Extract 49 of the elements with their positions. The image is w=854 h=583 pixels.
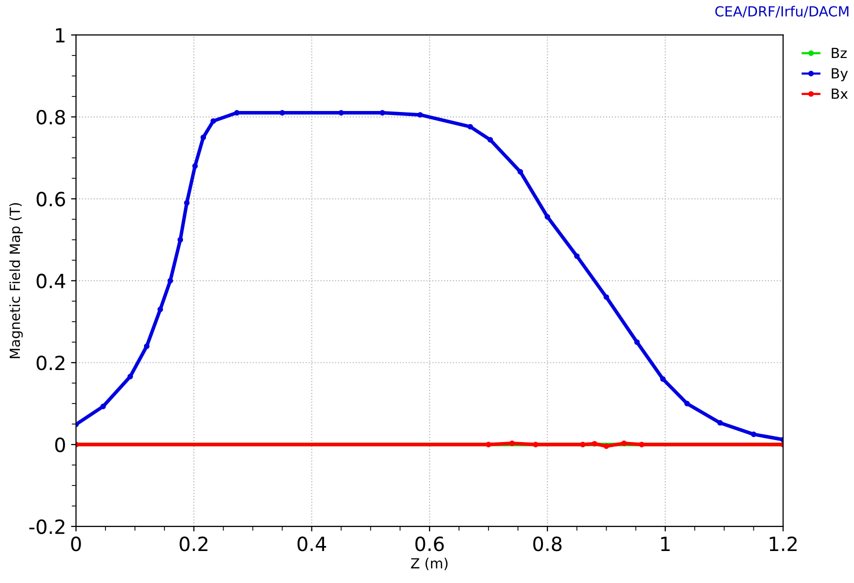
- y-tick-label: 0.2: [36, 356, 64, 370]
- point: [200, 134, 206, 140]
- point: [487, 137, 494, 143]
- point: [660, 376, 666, 382]
- y-tick-label: 0.8: [36, 110, 65, 125]
- legend-label: Bx: [832, 88, 848, 99]
- y-axis-title: Magnetic Field Map (T): [9, 203, 23, 358]
- point: [380, 110, 386, 116]
- point: [518, 168, 524, 175]
- x-axis-title: Z (m): [411, 558, 448, 570]
- x-tick-label: 0.2: [180, 536, 208, 552]
- point: [574, 253, 580, 259]
- legend-label: Bz: [832, 48, 847, 58]
- point: [604, 443, 610, 449]
- point: [192, 163, 198, 169]
- point: [621, 440, 627, 446]
- x-tick-label: 0: [71, 536, 81, 552]
- point: [210, 118, 216, 124]
- point: [168, 278, 174, 284]
- point: [717, 420, 723, 426]
- y-tick-label: 0.4: [36, 274, 66, 288]
- y-tick-label: 1: [56, 28, 64, 42]
- point: [157, 306, 164, 312]
- y-tick-label: 0.6: [36, 192, 66, 206]
- y-tick-label: 0: [55, 437, 65, 452]
- point: [467, 124, 473, 130]
- point: [178, 236, 184, 243]
- point: [127, 374, 133, 380]
- point: [634, 339, 640, 345]
- point: [544, 214, 550, 220]
- point: [509, 440, 515, 446]
- point: [184, 200, 190, 206]
- x-tick-label: 0.8: [533, 536, 562, 552]
- line-series: [76, 110, 784, 442]
- text: CEA/DRF/Irfu/DACM: [715, 6, 848, 18]
- y-tick-label: -0.2: [29, 519, 64, 534]
- x-tick-label: 1.2: [770, 536, 797, 551]
- x-tick-label: 0.4: [298, 536, 326, 552]
- point: [100, 404, 106, 410]
- point: [144, 343, 150, 350]
- point: [486, 442, 492, 448]
- point: [750, 432, 756, 438]
- x-tick-label: 1: [661, 536, 670, 551]
- point: [592, 440, 598, 446]
- x-tick-label: 0.6: [415, 536, 444, 552]
- legend-label: By: [832, 68, 848, 82]
- point: [604, 294, 610, 300]
- point: [684, 400, 690, 406]
- point: [532, 442, 538, 448]
